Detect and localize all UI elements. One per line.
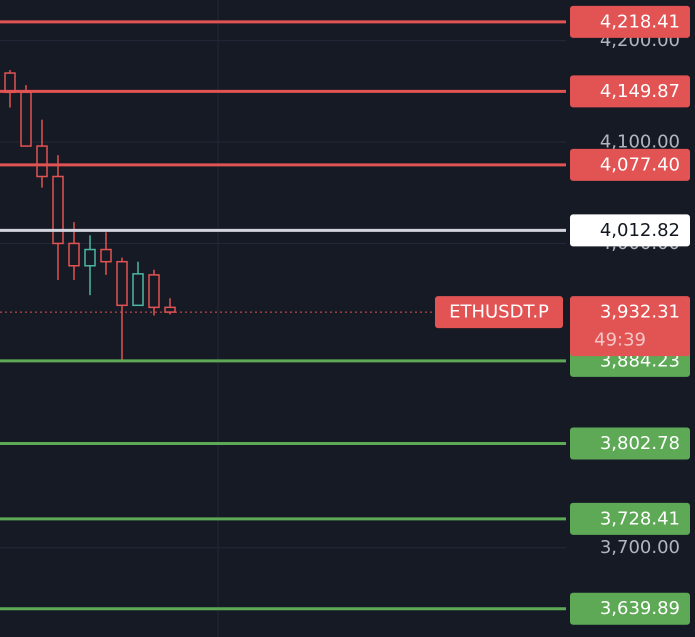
- level-label: 3,639.89: [600, 598, 680, 619]
- current-price-label: 3,932.31: [600, 302, 680, 323]
- level-label: 4,149.87: [600, 81, 680, 102]
- level-label-box: [570, 214, 690, 247]
- candle-body: [4, 72, 16, 94]
- candle-body: [68, 242, 80, 267]
- level-label-box: [570, 427, 690, 460]
- candle-body: [100, 248, 112, 263]
- level-label-box: [570, 592, 690, 625]
- symbol-label: ETHUSDT.P: [449, 302, 549, 323]
- level-label: 3,728.41: [600, 508, 680, 529]
- level-label: 4,218.41: [600, 11, 680, 32]
- level-label-box: [570, 148, 690, 181]
- candle-body: [116, 260, 128, 307]
- candle-body: [164, 306, 176, 313]
- current-price-box: [570, 296, 690, 357]
- y-tick-label: 3,700.00: [600, 537, 680, 558]
- level-label: 4,077.40: [600, 154, 680, 175]
- level-label-box: [570, 75, 690, 108]
- countdown-label: 49:39: [594, 330, 646, 351]
- candle-body: [20, 91, 32, 147]
- candle-body: [52, 175, 64, 245]
- candle-body: [132, 273, 144, 307]
- y-tick-label: 4,100.00: [600, 132, 680, 153]
- candle-body: [148, 274, 160, 309]
- candle-body: [84, 248, 96, 267]
- candle-body: [36, 145, 48, 178]
- level-label: 4,012.82: [600, 220, 680, 241]
- symbol-label-box: [435, 296, 563, 329]
- level-label-box: [570, 5, 690, 38]
- level-label-box: [570, 502, 690, 535]
- level-label: 3,802.78: [600, 433, 680, 454]
